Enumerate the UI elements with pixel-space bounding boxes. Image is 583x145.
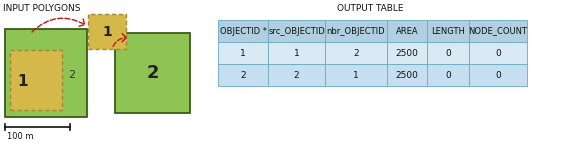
Text: 2: 2	[146, 64, 159, 82]
Text: 2: 2	[294, 70, 299, 79]
Text: src_OBJECTID: src_OBJECTID	[268, 27, 325, 36]
Text: AREA: AREA	[396, 27, 419, 36]
Bar	[427, 42, 469, 64]
Bar	[427, 64, 469, 86]
Bar	[218, 42, 268, 64]
Bar	[268, 42, 325, 64]
Bar	[387, 64, 427, 86]
Text: 0: 0	[445, 70, 451, 79]
Bar	[469, 20, 527, 42]
Bar	[387, 20, 427, 42]
Text: 0: 0	[495, 48, 501, 58]
Text: nbr_OBJECTID: nbr_OBJECTID	[326, 27, 385, 36]
Bar	[10, 50, 62, 110]
Text: 2500: 2500	[395, 70, 419, 79]
Text: LENGTH: LENGTH	[431, 27, 465, 36]
Text: OUTPUT TABLE: OUTPUT TABLE	[337, 4, 403, 13]
Bar	[325, 64, 387, 86]
Bar	[88, 14, 126, 49]
Text: OBJECTID *: OBJECTID *	[220, 27, 266, 36]
Text: 100 m: 100 m	[7, 132, 33, 141]
Bar	[325, 20, 387, 42]
Text: 1: 1	[294, 48, 300, 58]
Bar	[268, 20, 325, 42]
Text: INPUT POLYGONS: INPUT POLYGONS	[3, 4, 80, 13]
Text: 2: 2	[240, 70, 246, 79]
Bar	[469, 64, 527, 86]
Text: 1: 1	[353, 70, 359, 79]
Text: 1: 1	[240, 48, 246, 58]
Text: 2: 2	[353, 48, 359, 58]
Text: 2: 2	[68, 70, 75, 80]
Text: 1: 1	[17, 75, 28, 89]
Text: 2500: 2500	[395, 48, 419, 58]
Bar	[268, 64, 325, 86]
Bar	[387, 42, 427, 64]
Text: 0: 0	[495, 70, 501, 79]
Bar	[5, 29, 87, 117]
Bar	[325, 42, 387, 64]
Bar	[115, 33, 190, 113]
Bar	[218, 64, 268, 86]
Text: 0: 0	[445, 48, 451, 58]
Bar	[427, 20, 469, 42]
Text: 1: 1	[102, 25, 112, 39]
Bar	[469, 42, 527, 64]
Bar	[218, 20, 268, 42]
Text: NODE_COUNT: NODE_COUNT	[469, 27, 528, 36]
